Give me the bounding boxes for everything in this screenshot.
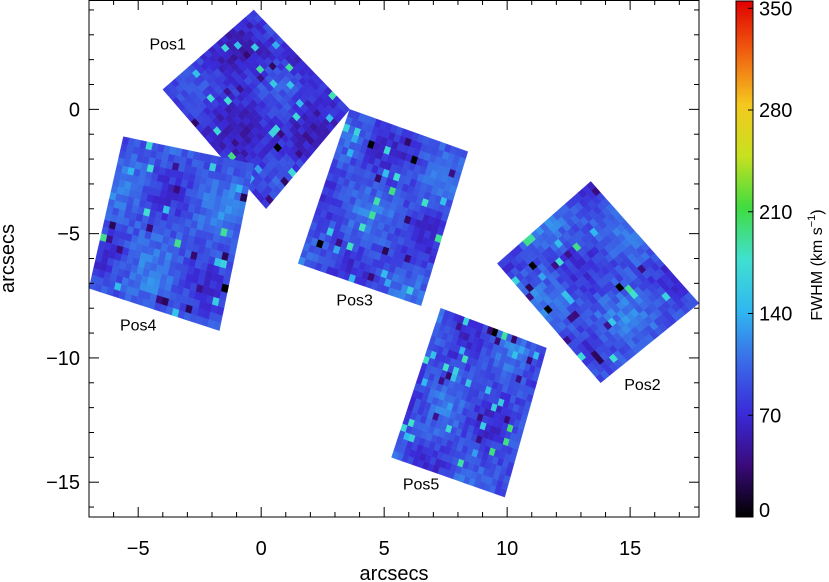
colorbar-label-exponent: −1: [806, 215, 818, 228]
pointing-map-pos4: [88, 136, 255, 331]
colorbar-gradient: [735, 0, 754, 518]
colorbar-tick-label: 140: [759, 304, 792, 326]
colorbar-tick-label: 280: [759, 100, 792, 122]
colorbar-label: FWHM (km s−1): [806, 209, 826, 320]
y-axis: 0 −5 −10 −15: [46, 9, 699, 508]
pointing-maps: [88, 9, 700, 498]
colorbar-tick-label: 210: [759, 202, 792, 224]
colorbar-tick-label: 350: [759, 0, 792, 20]
y-tick-label: −15: [46, 472, 80, 494]
map-pixel: [239, 192, 248, 203]
pointing-label-pos4: Pos4: [120, 318, 157, 335]
pointing-label-pos3: Pos3: [336, 293, 373, 310]
x-axis-label: arcsecs: [360, 563, 429, 582]
colorbar-label-close: ): [809, 209, 826, 214]
map-pixel: [235, 215, 244, 225]
map-pixel: [460, 149, 469, 159]
y-tick-label: −5: [57, 224, 80, 246]
colorbar-ticks: 0 70 140 210 280 350: [748, 0, 792, 522]
x-tick-label: 15: [619, 538, 641, 560]
pointing-label-pos1: Pos1: [149, 37, 186, 54]
x-tick-label: −5: [127, 538, 150, 560]
colorbar: 0 70 140 210 280 350 FWHM (km s−1): [735, 0, 826, 522]
pointing-label-pos5: Pos5: [403, 477, 440, 494]
colorbar-tick-label: 70: [759, 405, 781, 427]
pointing-map-pos2: [497, 181, 700, 384]
x-tick-label: 10: [496, 538, 518, 560]
y-tick-label: 0: [69, 99, 80, 121]
map-pixel: [242, 177, 251, 188]
map-pixel: [238, 200, 247, 210]
pointing-map-pos3: [297, 109, 469, 306]
x-axis: −5 0 5 10 15: [88, 0, 680, 560]
pointing-map-pos5: [391, 307, 547, 498]
x-tick-label: 5: [379, 538, 390, 560]
colorbar-label-main: FWHM (km s: [809, 227, 826, 320]
x-tick-label: 0: [256, 538, 267, 560]
pointing-labels: Pos1 Pos2 Pos3 Pos4 Pos5: [120, 37, 661, 494]
y-tick-label: −10: [46, 348, 80, 370]
pointing-label-pos2: Pos2: [624, 377, 661, 394]
map-pixel: [246, 162, 255, 172]
map-pixel: [244, 170, 253, 180]
y-axis-label: arcsecs: [0, 224, 19, 293]
colorbar-tick-label: 0: [759, 500, 770, 522]
map-pixel: [539, 345, 547, 356]
